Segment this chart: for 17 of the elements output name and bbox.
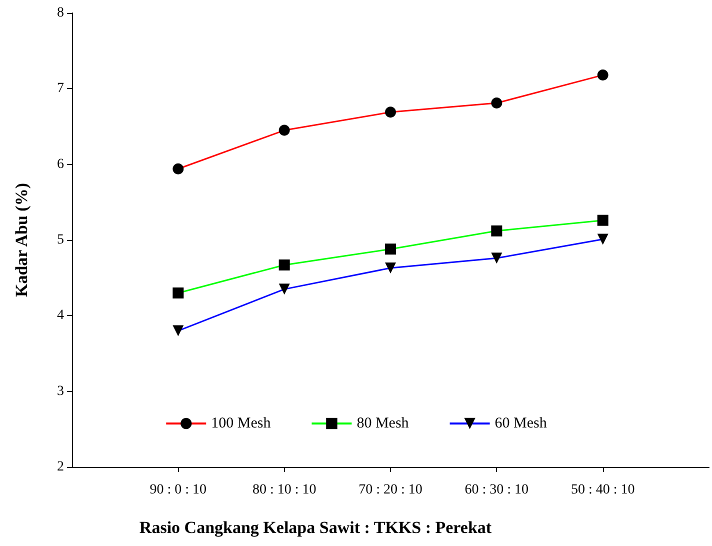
x-axis-title: Rasio Cangkang Kelapa Sawit : TKKS : Perekat — [139, 518, 492, 537]
x-tick-label: 80 : 10 : 10 — [252, 482, 316, 498]
legend-label: 80 Mesh — [356, 416, 410, 432]
y-tick-label: 7 — [57, 81, 64, 96]
x-tick-label: 60 : 30 : 10 — [464, 482, 529, 498]
y-tick-label: 4 — [57, 308, 64, 324]
y-tick-label: 5 — [57, 232, 64, 248]
legend-label: 60 Mesh — [494, 416, 548, 432]
y-tick-label: 8 — [57, 6, 64, 20]
y-tick-label: 6 — [57, 156, 64, 172]
y-tick-label: 2 — [57, 460, 64, 474]
y-axis-title: Kadar Abu (%) — [12, 183, 31, 297]
legend-label: 100 Mesh — [211, 416, 272, 432]
x-tick-label: 90 : 0 : 10 — [150, 482, 207, 498]
x-tick-label: 50 : 40 : 10 — [570, 482, 635, 498]
y-tick-label: 3 — [57, 384, 64, 399]
x-tick-label: 70 : 20 : 10 — [358, 482, 422, 498]
